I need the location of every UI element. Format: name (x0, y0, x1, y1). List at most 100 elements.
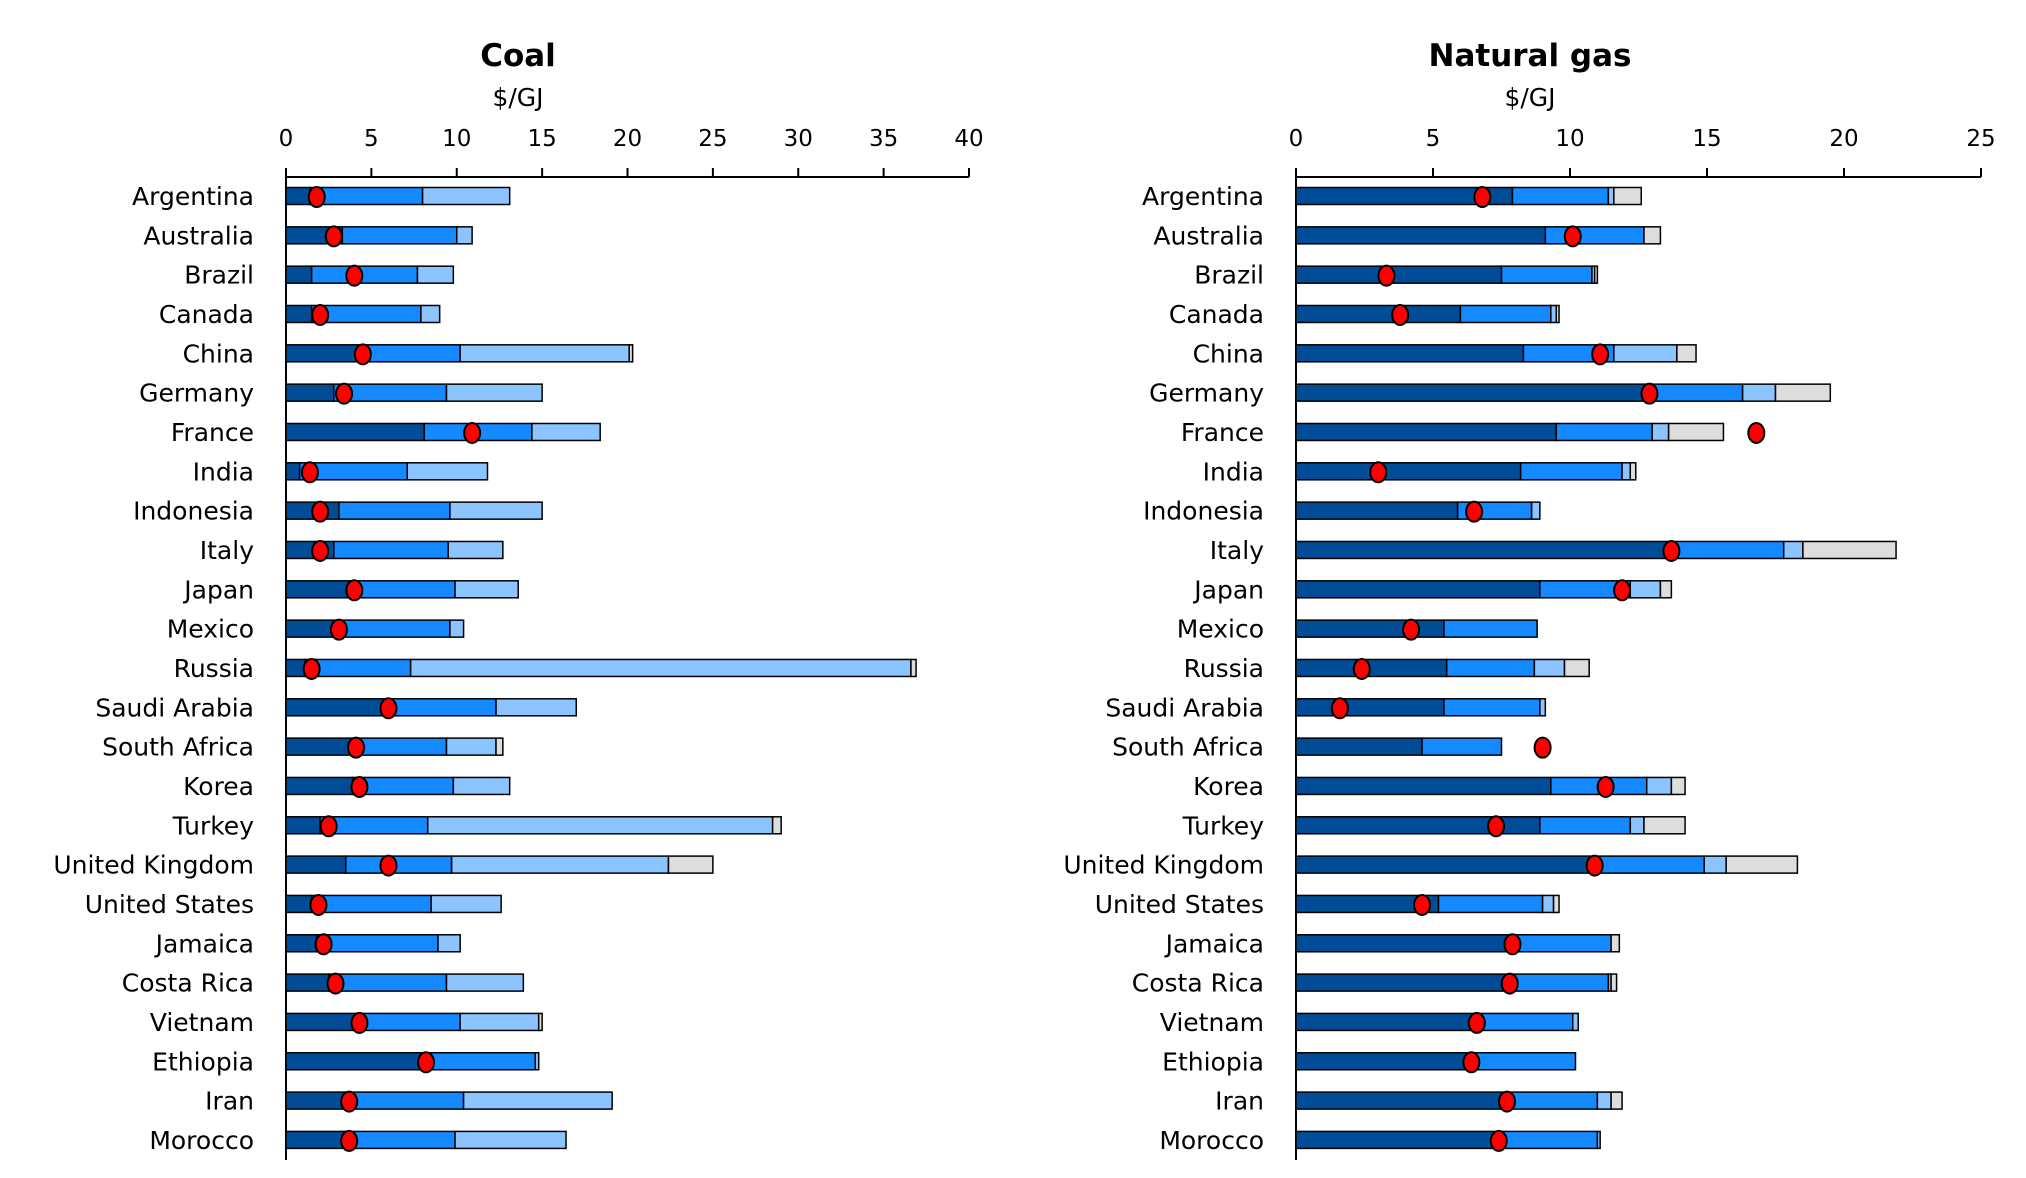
bar-segment-3 (459, 344, 630, 363)
bar-segment-2 (338, 501, 451, 520)
bar-segment-2 (1593, 855, 1706, 874)
category-label: France (1181, 418, 1264, 447)
category-label: Morocco (149, 1126, 254, 1155)
bar-segment-3 (409, 658, 912, 678)
category-label: Argentina (132, 182, 254, 211)
bar-segment-1 (1295, 934, 1514, 953)
x-tick-label: 20 (1829, 126, 1858, 152)
x-tick-label: 20 (613, 126, 642, 152)
chart-title: Natural gas (1429, 38, 1632, 74)
price-marker (1585, 854, 1604, 877)
bar-segment-1 (1295, 698, 1445, 717)
x-tick-label: 35 (869, 126, 898, 152)
bar-segment-3 (1533, 658, 1566, 678)
price-marker (345, 579, 364, 602)
category-label: Morocco (1159, 1126, 1264, 1155)
price-marker (1591, 343, 1610, 366)
bar-segment-4 (1667, 422, 1725, 442)
bar-segment-1 (285, 1130, 345, 1150)
bar-segment-3 (534, 1052, 540, 1071)
bar-segment-2 (341, 226, 458, 245)
category-label: Costa Rica (1132, 969, 1264, 998)
bar-segment-1 (1295, 422, 1558, 442)
bar-segment-2 (1437, 894, 1544, 914)
bar-segment-3 (495, 698, 578, 717)
bar-segment-1 (1295, 304, 1462, 324)
price-marker (311, 303, 330, 326)
category-label: Indonesia (133, 497, 254, 526)
bar-segment-1 (1295, 383, 1651, 402)
bar-segment-1 (1295, 540, 1670, 560)
price-marker (329, 618, 348, 641)
bar-segment-3 (430, 894, 502, 914)
price-marker (335, 382, 354, 405)
bar-segment-4 (1593, 265, 1599, 284)
bar-segment-2 (420, 1052, 537, 1071)
bar-segment-1 (285, 776, 354, 796)
bar-segment-2 (1476, 1012, 1574, 1032)
price-marker (1462, 1051, 1481, 1074)
bar-segment-3 (1629, 816, 1645, 835)
bar-segment-2 (327, 973, 448, 992)
bar-segment-2 (343, 1091, 465, 1110)
price-marker (319, 815, 338, 838)
bar-segment-3 (1571, 1012, 1579, 1032)
bar-segment-3 (437, 934, 461, 953)
bar-segment-2 (343, 1130, 456, 1150)
price-marker (353, 343, 372, 366)
category-label: South Africa (1112, 733, 1264, 762)
category-label: United Kingdom (53, 851, 254, 880)
price-marker (300, 461, 319, 484)
bar-segment-4 (1774, 383, 1832, 402)
price-marker (1467, 1011, 1486, 1034)
category-label: Turkey (1182, 811, 1265, 840)
bar-segment-4 (1670, 776, 1686, 796)
bar-segment-3 (1621, 462, 1632, 481)
category-label: Canada (159, 300, 254, 329)
price-marker (350, 775, 369, 798)
category-label: Vietnam (150, 1008, 254, 1037)
price-marker (1377, 264, 1396, 287)
bar-segment-3 (462, 1091, 613, 1110)
bar-segment-1 (1295, 462, 1522, 481)
bar-segment-3 (447, 540, 504, 560)
bar-segment-3 (459, 1012, 540, 1032)
category-label: United States (85, 890, 254, 919)
bar-segment-1 (285, 894, 313, 914)
category-label: Jamaica (1164, 929, 1264, 958)
bar-segment-3 (406, 462, 489, 481)
bar-segment-1 (1295, 344, 1525, 363)
price-marker (1503, 933, 1522, 956)
price-marker (311, 500, 330, 523)
bar-segment-4 (1613, 186, 1642, 206)
bar-segment-2 (1648, 383, 1744, 402)
bar-segment-1 (285, 383, 335, 402)
bar-segment-3 (1539, 698, 1547, 717)
x-tick-label: 40 (954, 126, 983, 152)
bar-segment-2 (1539, 816, 1632, 835)
category-label: Vietnam (1160, 1008, 1264, 1037)
bar-segment-2 (1470, 1052, 1577, 1071)
bar-segment-3 (531, 422, 601, 442)
bar-segment-1 (1295, 501, 1459, 520)
category-label: Mexico (167, 615, 254, 644)
price-marker (1500, 972, 1519, 995)
bar-segment-1 (285, 462, 301, 481)
bar-segment-3 (416, 265, 455, 284)
bar-segment-2 (1544, 226, 1645, 245)
category-label: India (1203, 457, 1264, 486)
bar-segment-2 (384, 698, 497, 717)
bar-segment-3 (456, 226, 473, 245)
bar-segment-3 (454, 1130, 567, 1150)
bar-segment-1 (1295, 1012, 1478, 1032)
price-marker (1352, 657, 1371, 680)
bar-segment-1 (285, 1091, 345, 1110)
bar-segment-1 (1295, 658, 1448, 678)
bar-segment-1 (1295, 776, 1552, 796)
bar-segment-2 (356, 344, 461, 363)
bar-segment-1 (285, 934, 318, 953)
bar-segment-2 (1667, 540, 1785, 560)
bar-segment-2 (1421, 737, 1503, 756)
price-marker (350, 1011, 369, 1034)
